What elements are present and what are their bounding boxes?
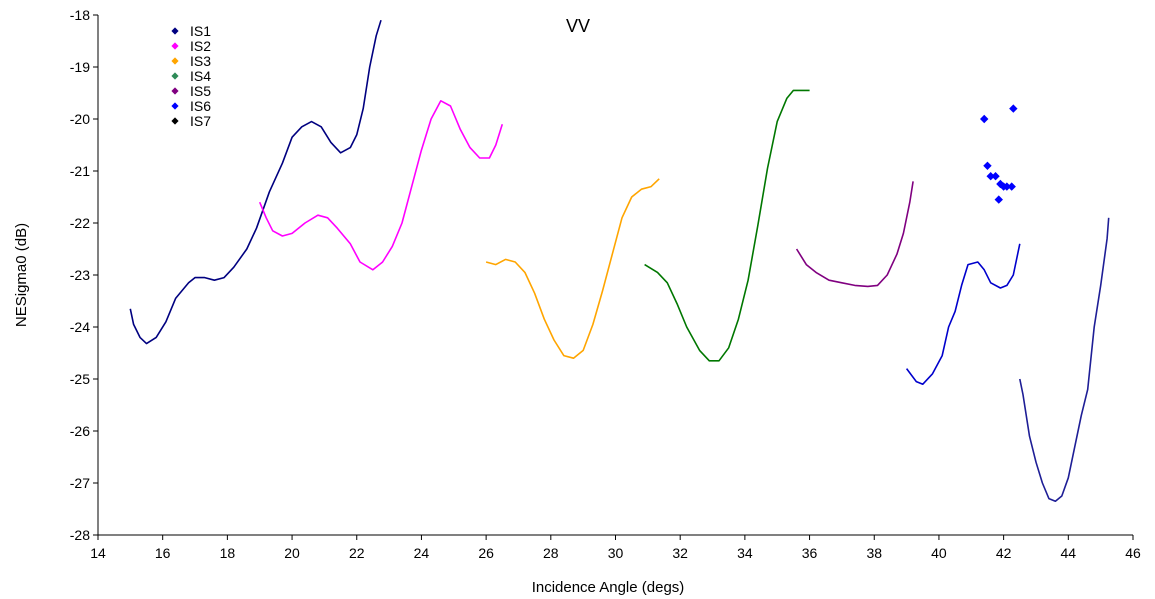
x-tick-label: 18: [220, 545, 236, 561]
y-tick-label: -20: [70, 111, 90, 127]
y-tick-label: -21: [70, 163, 90, 179]
legend-marker: [171, 27, 179, 35]
x-tick-label: 32: [672, 545, 688, 561]
x-tick-label: 14: [90, 545, 106, 561]
y-tick-label: -19: [70, 59, 90, 75]
x-tick-label: 36: [802, 545, 818, 561]
x-tick-label: 44: [1061, 545, 1077, 561]
legend-label: IS6: [190, 98, 211, 114]
y-tick-label: -23: [70, 267, 90, 283]
x-tick-label: 34: [737, 545, 753, 561]
legend-marker: [171, 42, 179, 50]
scatter-point: [980, 114, 989, 124]
scatter-point: [991, 172, 1000, 181]
x-tick-label: 46: [1125, 545, 1141, 561]
scatter-point: [1002, 182, 1012, 191]
scatter-layer: [980, 104, 1018, 204]
legend-label: IS5: [190, 83, 211, 99]
scatter-point: [1007, 182, 1016, 191]
x-tick-label: 42: [996, 545, 1012, 561]
x-tick-label: 20: [284, 545, 300, 561]
legend-label: IS7: [190, 113, 211, 129]
series-line-3: [485, 178, 660, 359]
y-axis-label: NESigma0 (dB): [13, 223, 30, 327]
series-line-6: [905, 243, 1021, 385]
y-tick-label: -25: [70, 371, 90, 387]
legend-marker: [171, 72, 179, 80]
legend-marker: [171, 117, 179, 125]
y-tick-label: -24: [70, 319, 90, 335]
scatter-point: [986, 172, 995, 181]
series-line-1: [129, 19, 382, 345]
y-tick-label: -22: [70, 215, 90, 231]
series-line-7: [1019, 217, 1110, 502]
x-tick-label: 40: [931, 545, 947, 561]
legend-marker: [171, 57, 179, 65]
legend-label: IS4: [190, 68, 211, 84]
x-tick-label: 22: [349, 545, 365, 561]
series-line-5: [795, 181, 914, 288]
legend-label: IS2: [190, 38, 211, 54]
scatter-point: [983, 161, 992, 170]
scatter-point: [1009, 104, 1018, 113]
y-tick-label: -28: [70, 527, 90, 543]
chart-title: VV: [566, 16, 590, 36]
x-axis-label: Incidence Angle (degs): [532, 579, 685, 596]
y-tick-label: -27: [70, 475, 90, 491]
series-layer: [129, 19, 1110, 502]
x-tick-label: 30: [608, 545, 624, 561]
legend-label: IS1: [190, 23, 211, 39]
x-tick-label: 16: [155, 545, 171, 561]
legend-marker: [171, 102, 179, 110]
y-tick-label: -26: [70, 423, 90, 439]
legend-label: IS3: [190, 53, 211, 69]
x-tick-label: 26: [478, 545, 494, 561]
series-line-2: [258, 100, 504, 271]
x-tick-label: 28: [543, 545, 559, 561]
scatter-point: [994, 195, 1003, 204]
x-tick-label: 38: [866, 545, 882, 561]
legend-marker: [171, 87, 179, 95]
x-tick-label: 24: [414, 545, 430, 561]
y-tick-label: -18: [70, 7, 90, 23]
series-line-4: [644, 89, 810, 362]
